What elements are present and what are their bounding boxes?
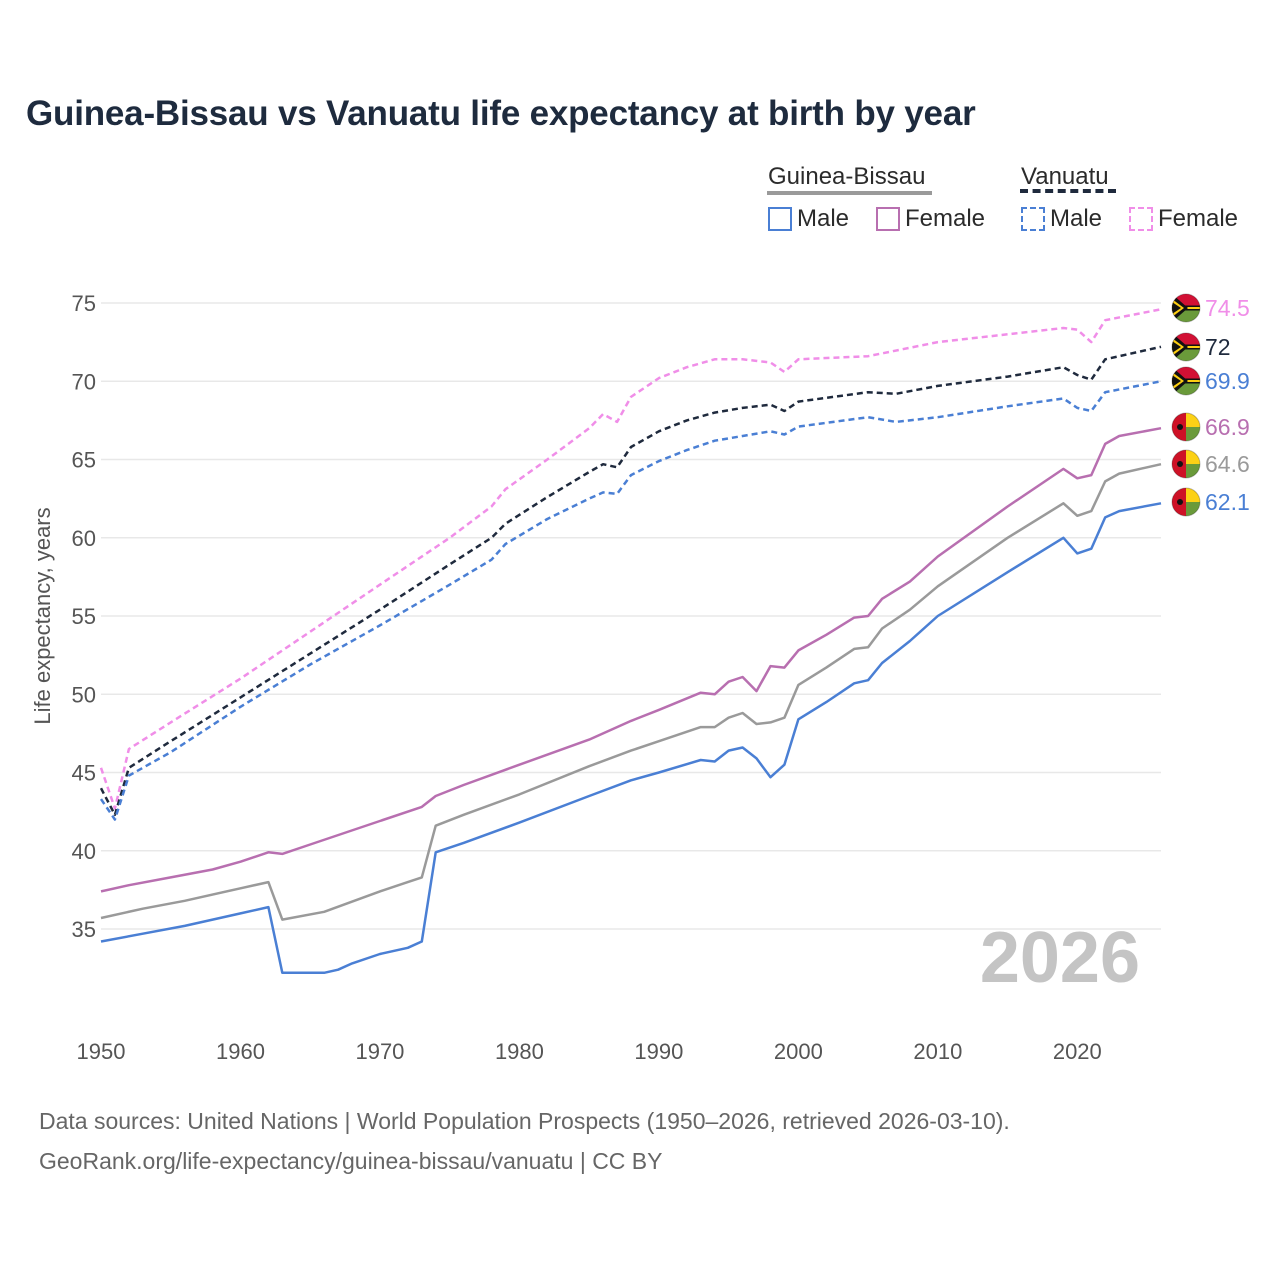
vanuatu-flag-icon [1171, 366, 1201, 396]
series-line-vanuatu-female[interactable] [99, 308, 1162, 810]
guinea-bissau-flag-icon [1171, 412, 1201, 442]
x-tick-label: 2000 [774, 1039, 823, 1064]
chart-title: Guinea-Bissau vs Vanuatu life expectancy… [26, 94, 976, 133]
legend-swatch-solid-blue [768, 207, 792, 231]
series-line-guinea-bissau-total[interactable] [100, 462, 1162, 921]
end-value-label: 62.1 [1205, 489, 1250, 515]
footer-link[interactable]: GeoRank.org/life-expectancy/guinea-bissa… [39, 1148, 663, 1174]
vanuatu-flag-icon [1171, 332, 1201, 362]
legend-item-guinea-bissau-female[interactable]: Female [876, 205, 985, 233]
guinea-bissau-flag-icon [1171, 449, 1201, 479]
end-labels: 74.5 72 69.9 66.9 64.6 62.1 [1171, 293, 1250, 517]
y-tick-label: 75 [72, 291, 96, 316]
x-tick-label: 1960 [216, 1039, 265, 1064]
year-watermark: 2026 [980, 918, 1140, 998]
legend-item-label: Female [1158, 205, 1239, 232]
y-tick-label: 35 [72, 917, 96, 942]
legend-group-guinea-bissau-title: Guinea-Bissau [768, 163, 926, 190]
x-tick-label: 1950 [77, 1039, 126, 1064]
legend-group-vanuatu-underline [1020, 189, 1116, 193]
end-value-label: 66.9 [1205, 414, 1250, 440]
legend-group-guinea-bissau-underline [767, 191, 932, 195]
series-lines [99, 308, 1162, 975]
legend-item-vanuatu-female[interactable]: Female [1129, 205, 1238, 233]
gridlines [101, 302, 1161, 930]
vanuatu-flag-icon [1171, 293, 1201, 323]
legend-swatch-dashed-pink [1129, 207, 1153, 231]
y-tick-label: 65 [72, 448, 96, 473]
x-tick-label: 2010 [913, 1039, 962, 1064]
x-tick-label: 1980 [495, 1039, 544, 1064]
legend-swatch-solid-purple [876, 207, 900, 231]
end-value-label: 69.9 [1205, 368, 1250, 394]
legend-swatch-dashed-blue [1021, 207, 1045, 231]
y-axis-tick-labels: 35 40 45 50 55 60 65 70 75 [72, 291, 96, 942]
legend-item-label: Male [797, 205, 850, 232]
x-tick-label: 2020 [1053, 1039, 1102, 1064]
y-tick-label: 60 [72, 526, 96, 551]
y-tick-label: 40 [72, 839, 96, 864]
legend-item-guinea-bissau-male[interactable]: Male [768, 205, 849, 233]
end-value-label: 74.5 [1205, 295, 1250, 321]
series-line-guinea-bissau-female[interactable] [100, 426, 1162, 893]
x-tick-label: 1970 [355, 1039, 404, 1064]
series-line-vanuatu-total[interactable] [99, 345, 1162, 817]
y-axis-label: Life expectancy, years [30, 507, 55, 724]
end-value-label: 64.6 [1205, 451, 1250, 477]
legend-item-vanuatu-male[interactable]: Male [1021, 205, 1102, 233]
legend-item-label: Male [1050, 205, 1103, 232]
y-tick-label: 55 [72, 604, 96, 629]
y-tick-label: 45 [72, 761, 96, 786]
y-tick-label: 50 [72, 682, 96, 707]
series-line-guinea-bissau-male[interactable] [100, 502, 1162, 975]
series-line-vanuatu-male[interactable] [99, 380, 1162, 821]
x-axis-tick-labels: 1950 1960 1970 1980 1990 2000 2010 2020 [77, 1039, 1102, 1064]
end-value-label: 72 [1205, 334, 1231, 360]
x-tick-label: 1990 [634, 1039, 683, 1064]
legend-item-label: Female [905, 205, 986, 232]
y-tick-label: 70 [72, 369, 96, 394]
legend-group-vanuatu-title: Vanuatu [1021, 163, 1109, 190]
footer-sources: Data sources: United Nations | World Pop… [39, 1108, 1010, 1134]
guinea-bissau-flag-icon [1171, 487, 1201, 517]
